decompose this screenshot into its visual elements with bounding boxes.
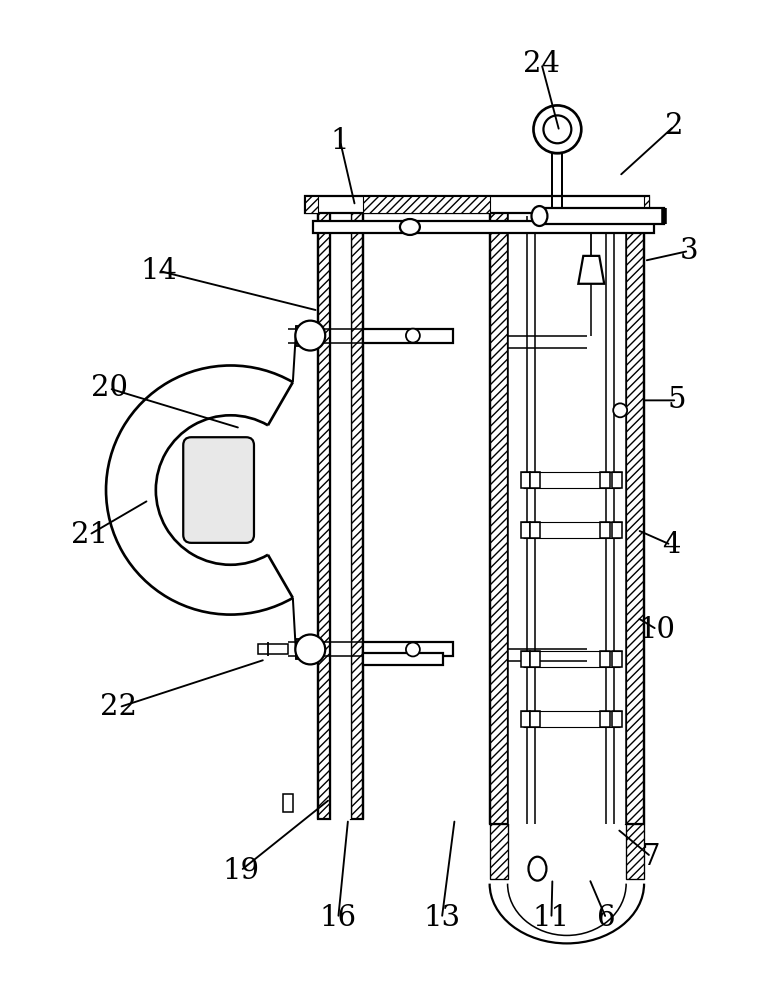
Bar xyxy=(363,196,490,213)
Circle shape xyxy=(295,321,325,351)
Bar xyxy=(612,522,622,538)
Bar xyxy=(530,651,540,667)
Text: 1: 1 xyxy=(331,127,350,155)
Text: 7: 7 xyxy=(642,843,660,871)
Bar xyxy=(600,711,610,727)
Text: 2: 2 xyxy=(665,112,684,140)
Bar xyxy=(521,711,530,727)
Polygon shape xyxy=(490,824,508,879)
Polygon shape xyxy=(578,256,604,284)
Bar xyxy=(305,196,649,213)
Bar xyxy=(626,211,644,824)
Bar xyxy=(530,711,540,727)
Bar xyxy=(612,472,622,488)
Bar xyxy=(363,642,453,656)
Bar xyxy=(284,794,294,812)
Bar xyxy=(521,472,530,488)
Bar xyxy=(363,329,453,343)
Circle shape xyxy=(406,329,420,343)
Bar xyxy=(259,644,288,654)
Ellipse shape xyxy=(532,206,547,226)
Text: 16: 16 xyxy=(319,904,356,932)
Text: 14: 14 xyxy=(140,257,177,285)
Text: 5: 5 xyxy=(668,386,686,414)
Bar xyxy=(296,326,305,346)
Bar xyxy=(600,522,610,538)
Bar xyxy=(521,522,530,538)
Text: 6: 6 xyxy=(597,904,615,932)
Circle shape xyxy=(543,115,571,143)
Bar xyxy=(600,472,610,488)
Text: 3: 3 xyxy=(680,237,698,265)
Circle shape xyxy=(613,403,627,417)
Text: 21: 21 xyxy=(71,521,108,549)
Bar xyxy=(319,211,330,819)
Text: 10: 10 xyxy=(639,616,676,644)
Bar xyxy=(539,208,664,224)
FancyBboxPatch shape xyxy=(183,437,254,543)
Circle shape xyxy=(406,642,420,656)
Ellipse shape xyxy=(529,857,546,881)
Bar xyxy=(296,639,305,659)
Bar xyxy=(612,651,622,667)
Bar xyxy=(305,196,319,213)
Text: 4: 4 xyxy=(662,531,680,559)
Bar xyxy=(644,196,649,213)
Text: 19: 19 xyxy=(222,857,259,885)
Bar xyxy=(363,653,443,665)
Bar xyxy=(521,651,530,667)
Bar xyxy=(530,472,540,488)
Bar xyxy=(612,711,622,727)
Text: 24: 24 xyxy=(523,50,560,78)
Circle shape xyxy=(295,635,325,664)
Polygon shape xyxy=(626,824,644,879)
Text: 13: 13 xyxy=(423,904,460,932)
Bar xyxy=(351,211,363,819)
Bar xyxy=(508,211,626,824)
Circle shape xyxy=(533,105,581,153)
Text: 20: 20 xyxy=(91,374,128,402)
Ellipse shape xyxy=(400,219,420,235)
Bar xyxy=(490,211,508,824)
Text: 11: 11 xyxy=(533,904,570,932)
Bar xyxy=(530,522,540,538)
Bar xyxy=(313,221,654,233)
Bar xyxy=(330,211,351,819)
Text: 22: 22 xyxy=(101,693,137,721)
Bar xyxy=(600,651,610,667)
